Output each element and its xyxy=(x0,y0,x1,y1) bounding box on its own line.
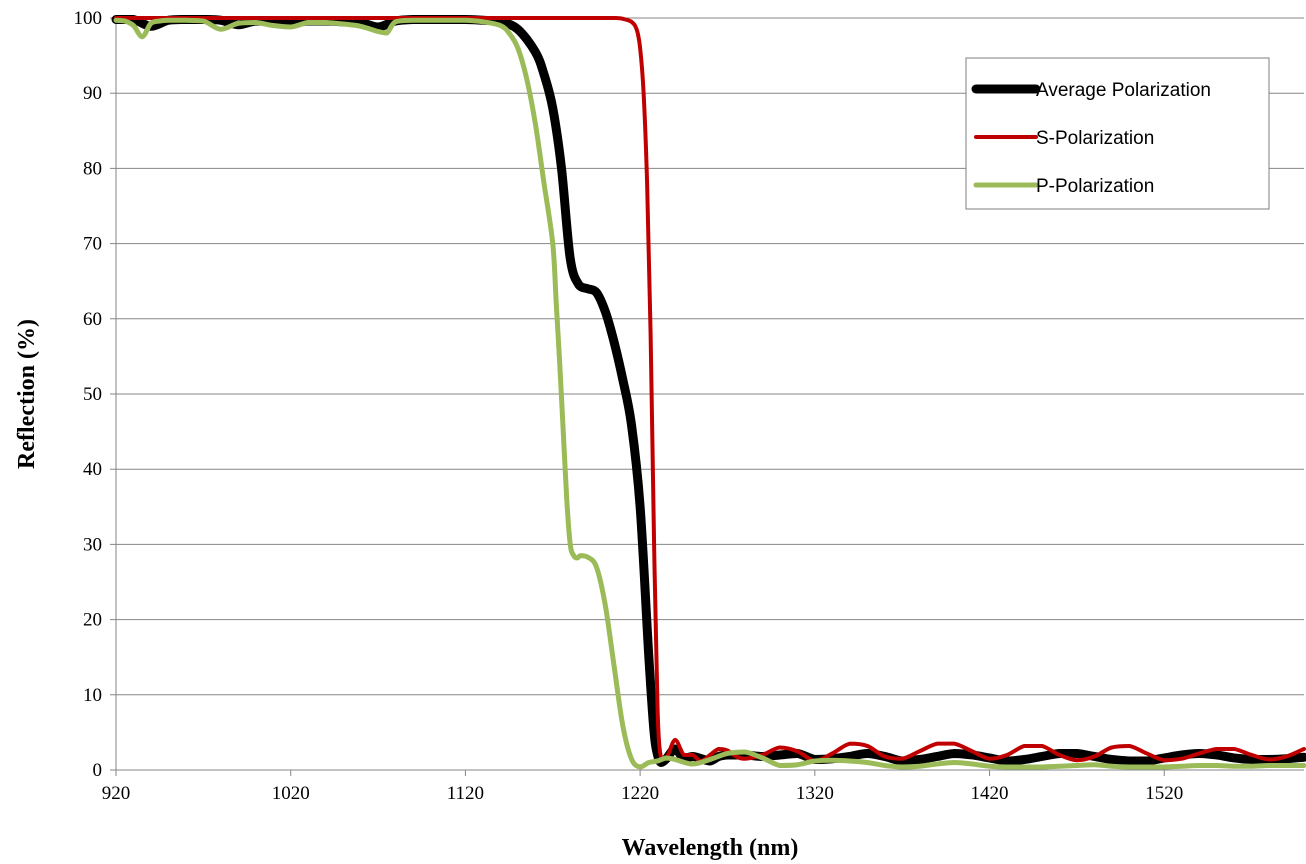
x-tick-label: 1120 xyxy=(447,783,484,804)
y-tick-label: 90 xyxy=(83,83,102,104)
x-tick-label: 1420 xyxy=(971,783,1009,804)
y-tick-label: 20 xyxy=(83,610,102,631)
y-tick-label: 80 xyxy=(83,158,102,179)
x-axis-tick-labels: 920 1020 1120 1220 1320 1420 1520 xyxy=(102,783,1183,804)
y-tick-label: 30 xyxy=(83,534,102,555)
series-s-polarization xyxy=(114,16,1306,763)
legend: Average Polarization S-Polarization P-Po… xyxy=(965,57,1270,210)
y-axis-tick-labels: 0 10 20 30 40 50 60 70 80 90 100 xyxy=(74,8,103,781)
x-tick-label: 1220 xyxy=(621,783,659,804)
y-tick-label: 0 xyxy=(93,760,103,781)
legend-label-s: S-Polarization xyxy=(1036,128,1154,149)
series-p-polarization xyxy=(113,17,1306,770)
y-tick-label: 100 xyxy=(74,8,103,29)
y-tick-label: 60 xyxy=(83,309,102,330)
legend-label-p: P-Polarization xyxy=(1036,176,1154,197)
x-tick-label: 1020 xyxy=(272,783,310,804)
y-tick-label: 50 xyxy=(83,384,102,405)
legend-label-average: Average Polarization xyxy=(1036,80,1211,101)
series-average-polarization xyxy=(111,14,1306,767)
y-tick-label: 10 xyxy=(83,685,102,706)
y-axis-title: Reflection (%) xyxy=(14,319,40,469)
x-tick-label: 1520 xyxy=(1145,783,1183,804)
series-lines xyxy=(111,14,1306,770)
x-tick-label: 920 xyxy=(102,783,131,804)
y-tick-label: 70 xyxy=(83,234,102,255)
y-tick-label: 40 xyxy=(83,459,102,480)
x-tick-label: 1320 xyxy=(796,783,834,804)
x-axis-title: Wavelength (nm) xyxy=(622,835,799,861)
